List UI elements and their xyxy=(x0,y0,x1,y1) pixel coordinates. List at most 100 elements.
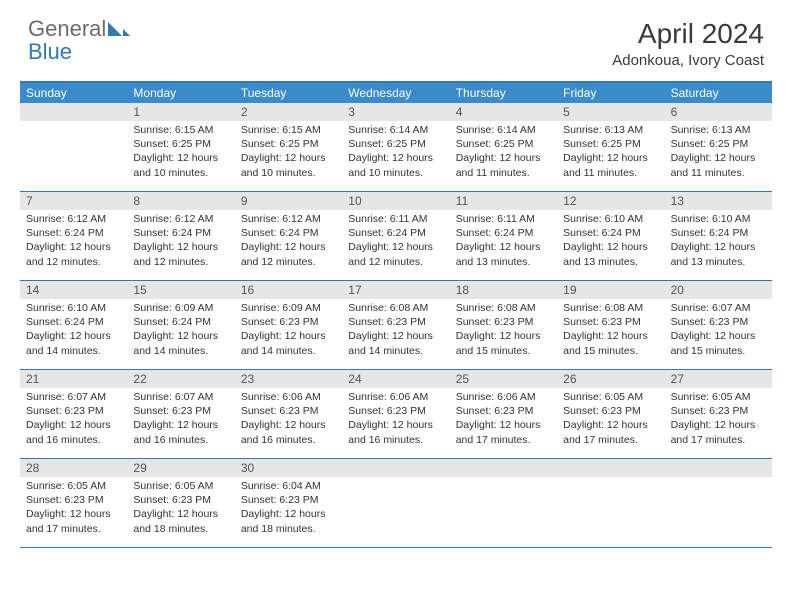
calendar-day-cell: 11Sunrise: 6:11 AMSunset: 6:24 PMDayligh… xyxy=(450,192,557,280)
day-detail-line: and 11 minutes. xyxy=(456,166,551,180)
calendar-day-cell: 26Sunrise: 6:05 AMSunset: 6:23 PMDayligh… xyxy=(557,370,664,458)
day-detail-line: Daylight: 12 hours xyxy=(241,418,336,432)
day-of-week-header: Tuesday xyxy=(235,83,342,103)
day-details: Sunrise: 6:05 AMSunset: 6:23 PMDaylight:… xyxy=(665,388,772,447)
day-detail-line: Sunset: 6:23 PM xyxy=(348,404,443,418)
day-detail-line: Sunset: 6:24 PM xyxy=(26,226,121,240)
day-detail-line: Sunrise: 6:07 AM xyxy=(671,301,766,315)
day-number: 2 xyxy=(235,103,342,121)
day-detail-line: Daylight: 12 hours xyxy=(241,329,336,343)
day-detail-line: Sunrise: 6:08 AM xyxy=(563,301,658,315)
day-number: 26 xyxy=(557,370,664,388)
day-number: 11 xyxy=(450,192,557,210)
day-number: 19 xyxy=(557,281,664,299)
day-detail-line: Sunset: 6:23 PM xyxy=(671,404,766,418)
day-detail-line: Sunrise: 6:09 AM xyxy=(133,301,228,315)
day-detail-line: Sunrise: 6:12 AM xyxy=(133,212,228,226)
day-detail-line: and 14 minutes. xyxy=(133,344,228,358)
calendar-day-cell xyxy=(20,103,127,191)
day-detail-line: Daylight: 12 hours xyxy=(456,240,551,254)
day-detail-line: Daylight: 12 hours xyxy=(456,418,551,432)
day-detail-line: Daylight: 12 hours xyxy=(456,329,551,343)
calendar-day-cell: 19Sunrise: 6:08 AMSunset: 6:23 PMDayligh… xyxy=(557,281,664,369)
calendar-day-cell: 28Sunrise: 6:05 AMSunset: 6:23 PMDayligh… xyxy=(20,459,127,547)
day-detail-line: and 15 minutes. xyxy=(563,344,658,358)
day-detail-line: Daylight: 12 hours xyxy=(671,151,766,165)
day-detail-line: and 13 minutes. xyxy=(456,255,551,269)
day-detail-line: and 11 minutes. xyxy=(563,166,658,180)
calendar-day-cell: 21Sunrise: 6:07 AMSunset: 6:23 PMDayligh… xyxy=(20,370,127,458)
day-number: 27 xyxy=(665,370,772,388)
day-detail-line: and 15 minutes. xyxy=(456,344,551,358)
day-detail-line: Sunset: 6:25 PM xyxy=(241,137,336,151)
day-detail-line: Sunrise: 6:11 AM xyxy=(456,212,551,226)
day-number: 23 xyxy=(235,370,342,388)
day-detail-line: Sunset: 6:25 PM xyxy=(671,137,766,151)
day-detail-line: Daylight: 12 hours xyxy=(348,418,443,432)
day-detail-line: Sunrise: 6:05 AM xyxy=(26,479,121,493)
day-detail-line: Sunrise: 6:08 AM xyxy=(456,301,551,315)
day-detail-line: Daylight: 12 hours xyxy=(563,240,658,254)
day-number: 17 xyxy=(342,281,449,299)
day-detail-line: Daylight: 12 hours xyxy=(671,240,766,254)
calendar-week-row: 21Sunrise: 6:07 AMSunset: 6:23 PMDayligh… xyxy=(20,370,772,459)
calendar-day-cell: 5Sunrise: 6:13 AMSunset: 6:25 PMDaylight… xyxy=(557,103,664,191)
day-detail-line: and 16 minutes. xyxy=(241,433,336,447)
day-details: Sunrise: 6:08 AMSunset: 6:23 PMDaylight:… xyxy=(557,299,664,358)
day-details: Sunrise: 6:09 AMSunset: 6:24 PMDaylight:… xyxy=(127,299,234,358)
day-details: Sunrise: 6:10 AMSunset: 6:24 PMDaylight:… xyxy=(557,210,664,269)
day-detail-line: and 10 minutes. xyxy=(241,166,336,180)
day-details xyxy=(450,477,557,479)
day-detail-line: and 12 minutes. xyxy=(241,255,336,269)
calendar-day-cell xyxy=(342,459,449,547)
day-detail-line: Daylight: 12 hours xyxy=(26,329,121,343)
day-detail-line: Daylight: 12 hours xyxy=(133,507,228,521)
day-number xyxy=(450,459,557,477)
day-detail-line: Daylight: 12 hours xyxy=(348,329,443,343)
day-detail-line: Sunrise: 6:15 AM xyxy=(241,123,336,137)
calendar-day-cell: 20Sunrise: 6:07 AMSunset: 6:23 PMDayligh… xyxy=(665,281,772,369)
day-detail-line: Daylight: 12 hours xyxy=(241,507,336,521)
day-detail-line: Sunset: 6:23 PM xyxy=(26,493,121,507)
day-detail-line: Sunset: 6:23 PM xyxy=(241,404,336,418)
logo-text-part2: Blue xyxy=(28,41,130,63)
day-detail-line: Sunset: 6:23 PM xyxy=(241,493,336,507)
day-of-week-header: Sunday xyxy=(20,83,127,103)
day-detail-line: Sunrise: 6:15 AM xyxy=(133,123,228,137)
day-number xyxy=(665,459,772,477)
day-detail-line: and 16 minutes. xyxy=(133,433,228,447)
day-detail-line: Sunrise: 6:14 AM xyxy=(348,123,443,137)
day-detail-line: Daylight: 12 hours xyxy=(26,418,121,432)
day-number: 14 xyxy=(20,281,127,299)
calendar: SundayMondayTuesdayWednesdayThursdayFrid… xyxy=(20,81,772,548)
day-detail-line: Sunset: 6:23 PM xyxy=(241,315,336,329)
day-detail-line: and 17 minutes. xyxy=(26,522,121,536)
day-details: Sunrise: 6:10 AMSunset: 6:24 PMDaylight:… xyxy=(665,210,772,269)
day-detail-line: and 12 minutes. xyxy=(26,255,121,269)
day-detail-line: and 15 minutes. xyxy=(671,344,766,358)
day-number: 20 xyxy=(665,281,772,299)
day-detail-line: Sunset: 6:23 PM xyxy=(26,404,121,418)
day-detail-line: Daylight: 12 hours xyxy=(26,507,121,521)
calendar-week-row: 7Sunrise: 6:12 AMSunset: 6:24 PMDaylight… xyxy=(20,192,772,281)
day-details: Sunrise: 6:15 AMSunset: 6:25 PMDaylight:… xyxy=(235,121,342,180)
day-details: Sunrise: 6:12 AMSunset: 6:24 PMDaylight:… xyxy=(235,210,342,269)
day-detail-line: Sunrise: 6:12 AM xyxy=(26,212,121,226)
day-detail-line: and 14 minutes. xyxy=(26,344,121,358)
day-number: 24 xyxy=(342,370,449,388)
day-detail-line: Daylight: 12 hours xyxy=(671,329,766,343)
day-number xyxy=(342,459,449,477)
day-of-week-header: Monday xyxy=(127,83,234,103)
day-details: Sunrise: 6:14 AMSunset: 6:25 PMDaylight:… xyxy=(342,121,449,180)
day-details: Sunrise: 6:15 AMSunset: 6:25 PMDaylight:… xyxy=(127,121,234,180)
calendar-day-cell: 22Sunrise: 6:07 AMSunset: 6:23 PMDayligh… xyxy=(127,370,234,458)
day-detail-line: Sunset: 6:25 PM xyxy=(563,137,658,151)
day-details: Sunrise: 6:12 AMSunset: 6:24 PMDaylight:… xyxy=(20,210,127,269)
day-detail-line: Daylight: 12 hours xyxy=(348,240,443,254)
day-detail-line: Daylight: 12 hours xyxy=(241,151,336,165)
day-number: 5 xyxy=(557,103,664,121)
day-number: 22 xyxy=(127,370,234,388)
day-detail-line: Daylight: 12 hours xyxy=(241,240,336,254)
day-details: Sunrise: 6:08 AMSunset: 6:23 PMDaylight:… xyxy=(450,299,557,358)
day-detail-line: Daylight: 12 hours xyxy=(563,151,658,165)
